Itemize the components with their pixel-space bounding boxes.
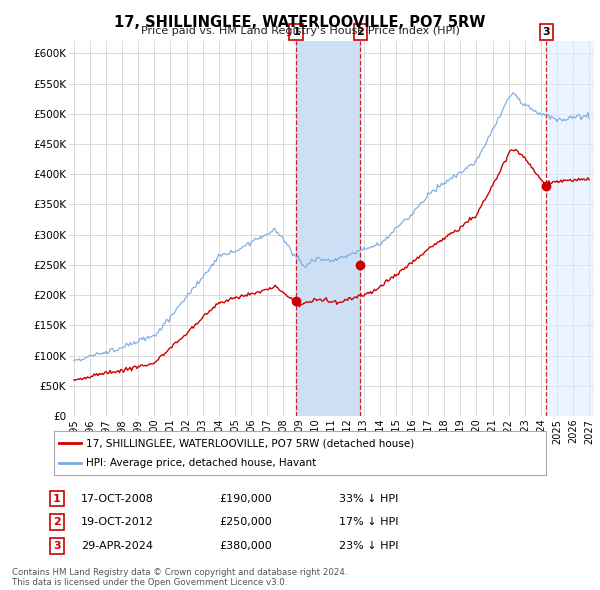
Text: 17% ↓ HPI: 17% ↓ HPI <box>339 517 398 527</box>
Text: HPI: Average price, detached house, Havant: HPI: Average price, detached house, Hava… <box>86 458 316 468</box>
Text: 19-OCT-2012: 19-OCT-2012 <box>81 517 154 527</box>
Text: Contains HM Land Registry data © Crown copyright and database right 2024.
This d: Contains HM Land Registry data © Crown c… <box>12 568 347 587</box>
Text: 3: 3 <box>53 541 61 550</box>
Text: 2: 2 <box>53 517 61 527</box>
Text: 17-OCT-2008: 17-OCT-2008 <box>81 494 154 503</box>
Text: 33% ↓ HPI: 33% ↓ HPI <box>339 494 398 503</box>
Text: 1: 1 <box>53 494 61 503</box>
Text: £190,000: £190,000 <box>219 494 272 503</box>
Text: 3: 3 <box>542 27 550 37</box>
Text: 23% ↓ HPI: 23% ↓ HPI <box>339 541 398 550</box>
Text: 1: 1 <box>292 27 300 37</box>
Bar <box>546 41 594 416</box>
Text: 17, SHILLINGLEE, WATERLOOVILLE, PO7 5RW: 17, SHILLINGLEE, WATERLOOVILLE, PO7 5RW <box>115 15 485 30</box>
Bar <box>296 41 361 416</box>
Text: 17, SHILLINGLEE, WATERLOOVILLE, PO7 5RW (detached house): 17, SHILLINGLEE, WATERLOOVILLE, PO7 5RW … <box>86 439 414 449</box>
Text: £380,000: £380,000 <box>219 541 272 550</box>
Text: 29-APR-2024: 29-APR-2024 <box>81 541 153 550</box>
Text: £250,000: £250,000 <box>219 517 272 527</box>
Text: Price paid vs. HM Land Registry's House Price Index (HPI): Price paid vs. HM Land Registry's House … <box>140 26 460 36</box>
Text: 2: 2 <box>356 27 364 37</box>
